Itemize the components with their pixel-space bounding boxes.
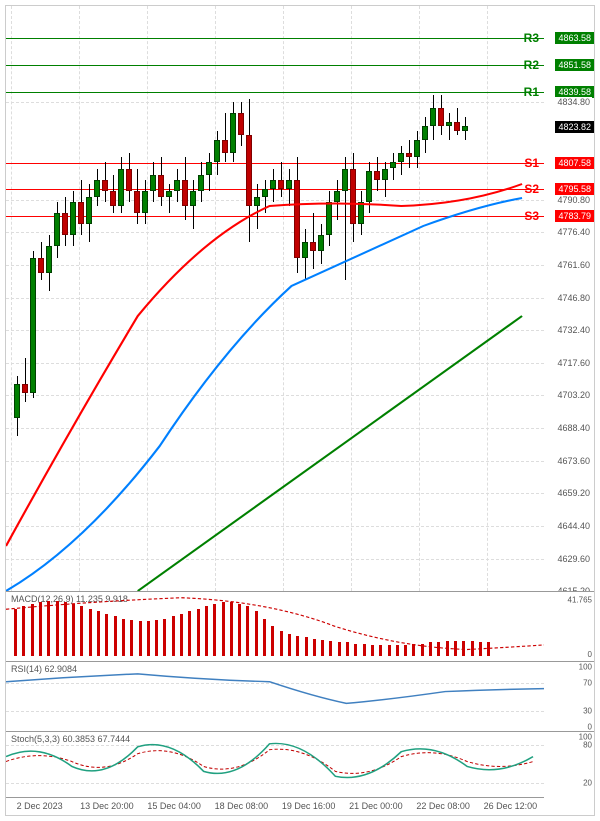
- macd-ytick: 0: [588, 650, 592, 659]
- x-axis-label: 13 Dec 20:00: [73, 798, 140, 815]
- grid-line: [419, 6, 420, 591]
- grid-line: [6, 461, 544, 462]
- level-tag: 4839.58: [555, 86, 594, 98]
- grid-line: [283, 6, 284, 591]
- level-tag: 4863.58: [555, 32, 594, 44]
- level-tag: 4795.58: [555, 183, 594, 195]
- grid-line: [215, 6, 216, 591]
- x-axis-label: 22 Dec 08:00: [410, 798, 477, 815]
- stoch-ytick: 80: [583, 741, 592, 750]
- level-name: S2: [524, 182, 539, 196]
- grid-line: [487, 6, 488, 591]
- y-axis-label: 4673.60: [555, 456, 592, 466]
- y-axis-label: 4790.80: [555, 195, 592, 205]
- grid-line: [6, 559, 544, 560]
- y-axis-label: 4688.40: [555, 423, 592, 433]
- grid-line: [6, 428, 544, 429]
- grid-line: [11, 6, 12, 591]
- stoch-ytick: 20: [583, 779, 592, 788]
- grid-line: [147, 6, 148, 591]
- main-price-chart: 4863.58 R3 4851.58 R2 4839.58 R1 4807.58 S1 4795…: [6, 6, 594, 591]
- x-axis: 2 Dec 202313 Dec 20:0015 Dec 04:0018 Dec…: [6, 797, 544, 815]
- current-price-tag: 4823.82: [555, 121, 594, 133]
- grid-line: [6, 330, 544, 331]
- y-axis-label: 4732.40: [555, 325, 592, 335]
- grid-line: [6, 102, 544, 103]
- macd-panel: MACD(12,26,9) 11.235 9.918 41.765 0: [6, 591, 594, 661]
- level-line-r3: [6, 38, 544, 39]
- x-axis-label: 15 Dec 04:00: [141, 798, 208, 815]
- grid-line: [6, 298, 544, 299]
- macd-ytick: 41.765: [568, 596, 592, 605]
- level-name: S1: [524, 156, 539, 170]
- level-line-s2: [6, 189, 544, 190]
- level-tag: 4783.79: [555, 210, 594, 222]
- level-name: R1: [524, 85, 539, 99]
- level-line-r2: [6, 65, 544, 66]
- grid-line: [6, 363, 544, 364]
- x-axis-label: 18 Dec 08:00: [208, 798, 275, 815]
- level-tag: 4807.58: [555, 157, 594, 169]
- level-name: R3: [524, 31, 539, 45]
- x-axis-label: 2 Dec 2023: [6, 798, 73, 815]
- grid-line: [6, 395, 544, 396]
- x-axis-label: 21 Dec 00:00: [342, 798, 409, 815]
- level-line-r1: [6, 92, 544, 93]
- y-axis-label: 4834.80: [555, 97, 592, 107]
- y-axis-label: 4659.20: [555, 488, 592, 498]
- level-line-s1: [6, 163, 544, 164]
- y-axis-label: 4761.60: [555, 260, 592, 270]
- y-axis-label: 4717.60: [555, 358, 592, 368]
- grid-line: [6, 232, 544, 233]
- stoch-panel: Stoch(5,3,3) 60.3853 67.7444 100 80 20: [6, 731, 594, 795]
- y-axis-label: 4644.40: [555, 521, 592, 531]
- level-name: R2: [524, 58, 539, 72]
- grid-line: [6, 265, 544, 266]
- level-tag: 4851.58: [555, 59, 594, 71]
- chart-container: 4863.58 R3 4851.58 R2 4839.58 R1 4807.58 S1 4795…: [5, 5, 595, 816]
- level-name: S3: [524, 209, 539, 223]
- y-axis-label: 4776.40: [555, 227, 592, 237]
- grid-line: [6, 526, 544, 527]
- rsi-ytick: 70: [583, 679, 592, 688]
- rsi-ytick: 30: [583, 707, 592, 716]
- rsi-ytick: 100: [579, 663, 592, 672]
- grid-line: [79, 6, 80, 591]
- y-axis-label: 4703.20: [555, 390, 592, 400]
- y-axis-label: 4629.60: [555, 554, 592, 564]
- grid-line: [6, 493, 544, 494]
- y-axis-label: 4746.80: [555, 293, 592, 303]
- x-axis-label: 19 Dec 16:00: [275, 798, 342, 815]
- x-axis-label: 26 Dec 12:00: [477, 798, 544, 815]
- grid-line: [351, 6, 352, 591]
- rsi-panel: RSI(14) 62.9084 100 70 30 0: [6, 661, 594, 731]
